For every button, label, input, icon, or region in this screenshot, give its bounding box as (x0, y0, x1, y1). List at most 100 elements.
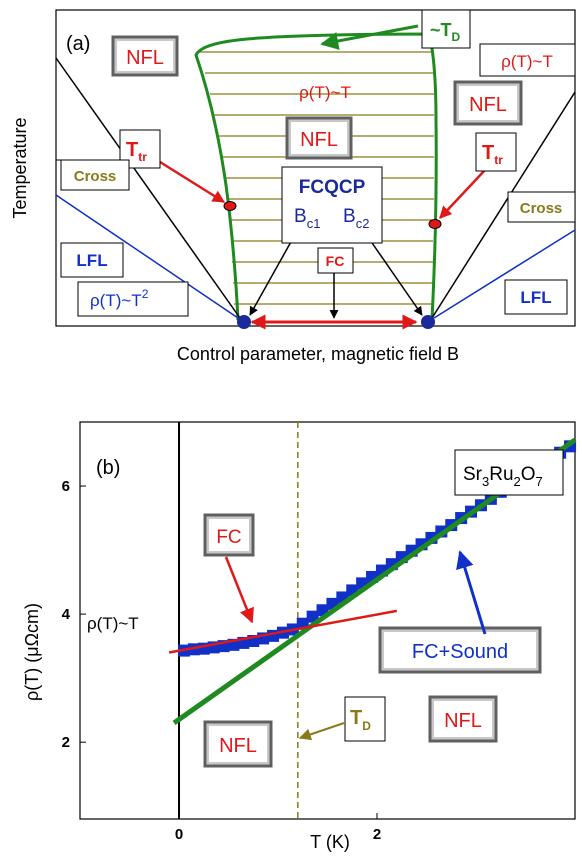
nfl-center-box: NFL (285, 116, 353, 160)
data-point (455, 512, 468, 525)
data-point (296, 617, 309, 630)
data-point (524, 466, 537, 479)
svg-text:Cross: Cross (520, 200, 563, 217)
x-axis-label-a: Control parameter, magnetic field B (177, 344, 459, 364)
data-point (405, 544, 418, 557)
data-point (197, 642, 210, 655)
cross-line-right-black (431, 91, 576, 319)
data-point (207, 641, 220, 654)
rho-t-b-label: ρ(T)~T (87, 614, 139, 633)
td-b-label: TD (344, 696, 386, 742)
fcqcp-box: FCQCP Bc1 Bc2 (281, 166, 383, 244)
data-point (554, 446, 567, 459)
data-point (385, 558, 398, 571)
x-tick-label-0: 0 (175, 826, 183, 843)
data-point (237, 636, 250, 649)
cross-right-label: Cross (507, 191, 576, 223)
td-dome-boundary (194, 32, 438, 321)
compound-label: Sr3Ru2O7 (454, 449, 564, 496)
svg-text:Cross: Cross (74, 168, 117, 185)
data-point (564, 440, 577, 453)
svg-text:Ttr: Ttr (482, 142, 503, 167)
td-arrow (320, 24, 419, 50)
ttr-right-arrow (439, 169, 486, 219)
data-point (267, 629, 280, 642)
data-point (484, 492, 497, 505)
nfl-b-right-box: NFL (428, 695, 498, 743)
data-point (366, 570, 379, 583)
y-tick-label-2: 6 (62, 478, 70, 495)
data-point (445, 519, 458, 532)
data-point (187, 643, 200, 656)
bc1-arrow (249, 239, 293, 316)
data-point (356, 577, 369, 590)
data-point (346, 584, 359, 597)
cross-left-label: Cross (60, 159, 130, 191)
cross-line-left-black (55, 57, 241, 319)
svg-text:FC: FC (216, 527, 241, 548)
data-point (494, 485, 507, 498)
svg-text:NFL: NFL (300, 129, 338, 151)
nfl-right-box: NFL (453, 80, 523, 126)
y-axis-label-a: Temperature (10, 117, 30, 218)
data-points-b (177, 440, 577, 657)
data-point (247, 634, 260, 647)
svg-text:FCQCP: FCQCP (299, 177, 366, 198)
data-point (435, 525, 448, 538)
fc-sound-label: FC+Sound (378, 626, 542, 674)
y-axis-label-b: ρ(T) (μΩcm) (22, 603, 42, 701)
lfl-line-left-blue (55, 194, 239, 319)
y-tick-label-1: 4 (62, 606, 71, 623)
svg-text:LFL: LFL (520, 288, 551, 307)
td-b-arrow (298, 722, 345, 741)
svg-text:FC+Sound: FC+Sound (412, 641, 508, 663)
data-point (336, 591, 349, 604)
svg-text:Ttr: Ttr (126, 139, 147, 164)
data-point (465, 505, 478, 518)
data-point (474, 499, 487, 512)
data-point (504, 479, 517, 492)
svg-text:Bc2: Bc2 (343, 206, 369, 231)
rho-t2-label: ρ(T)~T2 (77, 281, 189, 317)
x-tick-label-1: 2 (373, 826, 381, 843)
bc2-arrow (369, 239, 423, 316)
bc1-point (237, 315, 251, 329)
data-point (425, 531, 438, 544)
fit-line-fc (168, 609, 398, 654)
data-point (177, 644, 190, 657)
data-point (286, 623, 299, 636)
ttr-left-arrow (159, 160, 226, 204)
lfl-right-label: LFL (504, 279, 568, 315)
svg-text:ρ(T)~T: ρ(T)~T (501, 52, 553, 71)
svg-text:NFL: NFL (219, 735, 257, 757)
fit-lines-b (168, 437, 577, 725)
x-axis-label-b: T (K) (310, 832, 350, 852)
data-point (544, 453, 557, 466)
td-top-label: ~TD (421, 9, 471, 49)
data-point (306, 610, 319, 623)
svg-text:NFL: NFL (469, 94, 507, 116)
fc-sound-arrow (456, 550, 487, 635)
data-point (534, 460, 547, 473)
data-point (375, 564, 388, 577)
data-point (227, 638, 240, 651)
panel-label-a: (a) (66, 33, 90, 55)
svg-text:TD: TD (350, 707, 371, 733)
svg-text:~TD: ~TD (430, 20, 461, 44)
data-point (514, 472, 527, 485)
data-point (326, 597, 339, 610)
svg-text:LFL: LFL (76, 251, 107, 270)
fc-b-arrow (224, 556, 254, 624)
svg-text:Bc1: Bc1 (294, 206, 320, 231)
fc-a-label: FC (317, 247, 354, 274)
ttr-point-left (223, 201, 237, 211)
lfl-line-right-blue (433, 229, 576, 319)
ttr-right-label: Ttr (475, 132, 517, 172)
lfl-left-label: LFL (60, 242, 124, 278)
nfl-b-left-box: NFL (203, 720, 273, 768)
fc-b-label: FC (203, 513, 255, 557)
data-point (217, 640, 230, 653)
data-point (415, 538, 428, 551)
ttr-point-right (428, 219, 442, 229)
data-point (257, 632, 270, 645)
